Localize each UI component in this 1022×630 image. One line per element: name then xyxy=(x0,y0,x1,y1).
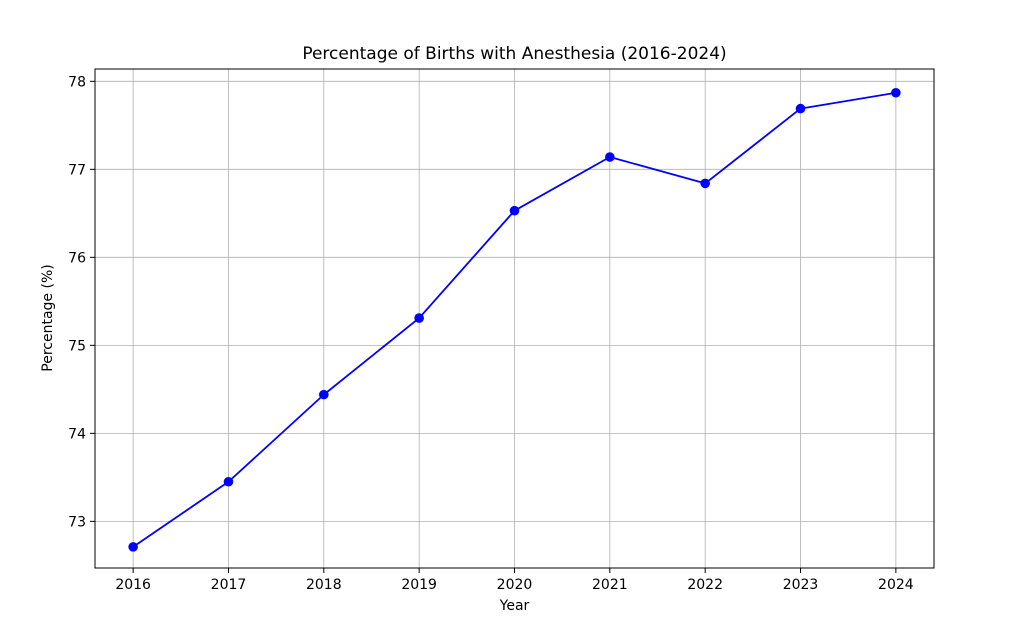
y-tick-label: 78 xyxy=(68,74,86,90)
data-point xyxy=(223,476,234,487)
x-tick-label: 2022 xyxy=(687,577,723,593)
chart-title: Percentage of Births with Anesthesia (20… xyxy=(302,44,727,64)
data-point xyxy=(414,313,424,323)
x-tick-label: 2021 xyxy=(592,577,628,593)
data-point xyxy=(509,205,520,216)
x-tick-label: 2020 xyxy=(497,577,533,593)
y-tick-label: 75 xyxy=(68,338,86,354)
x-tick-label: 2023 xyxy=(783,577,819,593)
data-point xyxy=(128,542,138,552)
y-axis-label: Percentage (%) xyxy=(40,264,56,372)
x-tick-label: 2018 xyxy=(306,577,342,593)
x-tick-label: 2019 xyxy=(401,577,437,593)
y-tick-label: 73 xyxy=(68,514,86,530)
data-point xyxy=(605,152,615,162)
x-tick-label: 2016 xyxy=(115,577,151,593)
y-tick-label: 74 xyxy=(68,426,86,442)
x-axis-label: Year xyxy=(499,598,530,614)
y-tick-label: 77 xyxy=(68,162,86,178)
data-point xyxy=(795,103,806,114)
x-tick-label: 2024 xyxy=(878,577,914,593)
data-point xyxy=(319,389,329,400)
x-tick-label: 2017 xyxy=(211,577,247,593)
data-point xyxy=(700,178,710,189)
data-point xyxy=(891,87,901,98)
y-tick-label: 76 xyxy=(68,250,86,266)
